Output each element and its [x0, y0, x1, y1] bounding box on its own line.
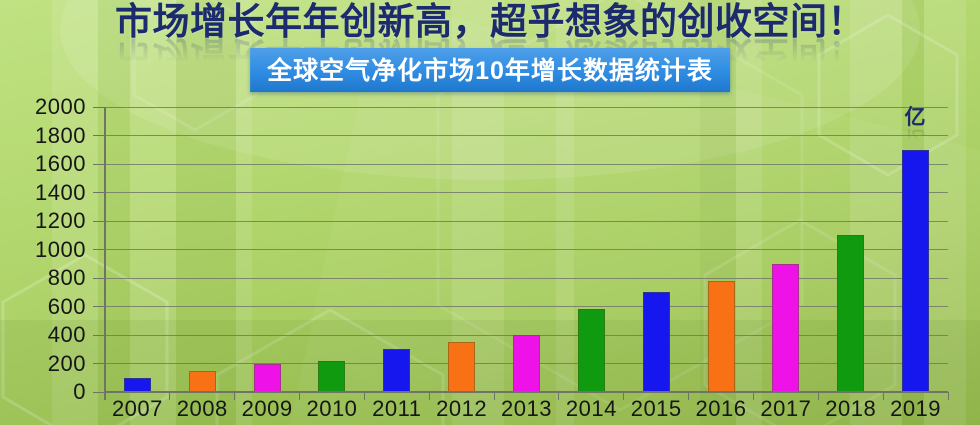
x-axis-tick: [688, 392, 690, 400]
y-tick-label: 400: [47, 322, 86, 347]
y-tick-label: 600: [47, 293, 86, 319]
x-axis-tick: [169, 392, 171, 400]
x-tick-label: 2019: [890, 396, 942, 421]
bar-2014: [577, 309, 605, 392]
y-tick-label: 1400: [35, 179, 86, 205]
x-tick-label: 2009: [241, 396, 293, 421]
y-tick-label: 800: [47, 265, 86, 290]
y-tick-label: 2000: [35, 94, 86, 119]
y-axis-tick: [93, 334, 105, 336]
y-axis-tick: [93, 220, 105, 222]
bar-2007: [123, 377, 151, 392]
unit-label-reflection: 亿: [904, 126, 926, 149]
bar-2012: [448, 342, 476, 392]
y-axis-tick: [93, 306, 105, 307]
unit-label-text: 亿: [904, 106, 926, 129]
chart-title-banner: 全球空气净化市场10年增长数据统计表: [250, 48, 730, 92]
y-tick-label: 1800: [35, 122, 86, 148]
y-axis-tick: [93, 135, 105, 136]
x-tick-label: 2013: [501, 396, 552, 421]
y-tick-label: 1200: [35, 208, 86, 233]
gridline: [105, 163, 948, 165]
x-tick-label: 2017: [760, 396, 812, 421]
x-axis-tick: [817, 392, 819, 400]
x-tick-label: 2012: [436, 396, 488, 421]
x-axis-tick: [234, 392, 236, 400]
bar-2018: [837, 235, 865, 392]
y-axis-tick: [93, 249, 105, 250]
x-axis-tick: [882, 392, 884, 400]
gridline: [105, 135, 948, 136]
gridline: [105, 306, 948, 307]
bar-2008: [188, 370, 216, 392]
bar-2011: [383, 349, 411, 392]
plot-area: [93, 106, 949, 400]
bar-2016: [707, 280, 735, 392]
x-tick-label: 2008: [176, 396, 228, 421]
x-axis-tick: [104, 392, 106, 400]
x-axis-tick: [299, 392, 301, 400]
gridline: [105, 277, 948, 279]
gridline: [105, 192, 948, 193]
bar-2009: [253, 363, 281, 392]
y-axis-tick: [93, 363, 105, 364]
y-axis-tick: [93, 163, 105, 165]
gridline: [105, 220, 948, 222]
x-axis-tick: [752, 392, 754, 400]
x-tick-label: 2014: [565, 396, 617, 421]
bar-2015: [642, 292, 670, 392]
x-axis-tick: [493, 392, 495, 400]
x-tick-label: 2007: [111, 396, 163, 421]
x-tick-label: 2015: [630, 396, 682, 421]
x-axis-tick: [428, 392, 430, 400]
y-tick-label: 200: [47, 350, 86, 376]
y-axis-tick: [93, 391, 105, 393]
x-axis-tick: [623, 392, 625, 400]
y-tick-label: 1000: [35, 236, 86, 262]
x-axis-tick: [558, 392, 560, 400]
y-axis-tick: [93, 192, 105, 193]
x-axis-tick: [363, 392, 365, 400]
x-tick-label: 2010: [306, 396, 358, 421]
gridline: [105, 249, 948, 250]
x-tick-label: 2011: [372, 396, 422, 421]
y-tick-label: 0: [73, 379, 86, 404]
y-axis-tick: [93, 277, 105, 279]
page-title: 市场增长年年创新高，超乎想象的创收空间！: [115, 1, 865, 42]
unit-label: 亿 亿: [885, 106, 945, 150]
bar-2010: [318, 360, 346, 392]
x-tick-label: 2016: [695, 396, 747, 421]
y-axis-tick: [93, 106, 105, 108]
x-axis-tick: [947, 392, 949, 400]
bar-2019: [902, 149, 930, 392]
y-tick-label: 1600: [35, 151, 86, 176]
gridline: [105, 106, 948, 108]
x-tick-label: 2018: [825, 396, 877, 421]
bar-2013: [513, 335, 540, 392]
bar-2017: [772, 263, 800, 392]
